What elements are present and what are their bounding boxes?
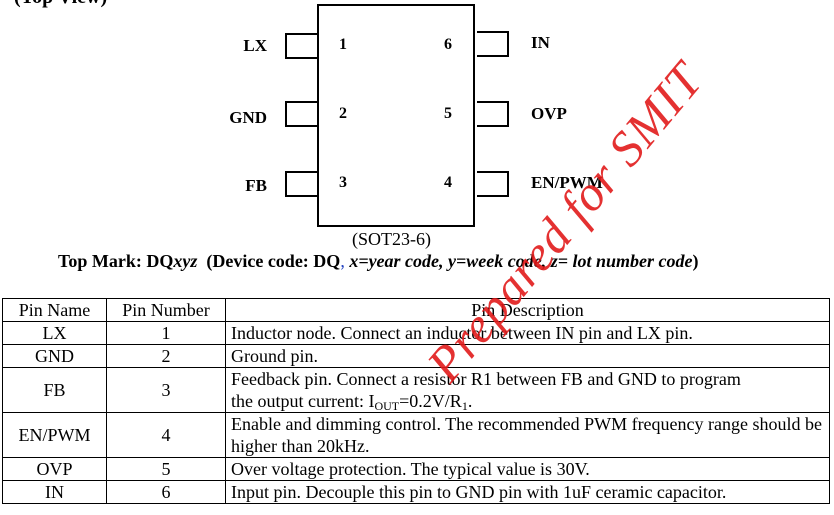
cell-pin-name: LX [2,321,107,345]
table-row: IN 6 Input pin. Decouple this pin to GND… [2,480,830,504]
cell-pin-number: 4 [106,412,226,458]
pin-5-number: 5 [444,105,452,122]
fb-desc-line1: Feedback pin. Connect a resistor R1 betw… [231,369,741,389]
pin-6-number: 6 [444,36,452,53]
cell-pin-name: EN/PWM [2,412,107,458]
fb-desc-formula: =0.2V/R [399,391,462,411]
section-heading-fragment: (Top View) [14,0,107,9]
device-code-legend: x=year code, y=week code, z= lot number … [349,251,693,271]
package-label: (SOT23-6) [352,229,431,249]
pin-2-name: GND [229,108,267,127]
header-pin-name: Pin Name [2,298,107,322]
pin-2-number: 2 [339,105,347,122]
table-row: FB 3 Feedback pin. Connect a resistor R1… [2,367,830,413]
header-pin-description: Pin Description [225,298,830,322]
pin-2-lead [285,101,317,127]
pin-5-lead [477,101,509,127]
cell-pin-number: 1 [106,321,226,345]
device-code-suffix: ) [692,251,699,271]
chip-body [317,4,475,227]
top-mark-code: xyz [173,251,198,271]
cell-pin-number: 5 [106,457,226,481]
cell-pin-name: FB [2,367,107,413]
cell-pin-number: 2 [106,344,226,368]
pin-4-lead [477,171,509,197]
pin-3-number: 3 [339,174,347,191]
table-header-row: Pin Name Pin Number Pin Description [2,298,830,322]
cell-pin-description: Input pin. Decouple this pin to GND pin … [225,480,830,504]
fb-desc-period: . [467,391,473,411]
cell-pin-description: Feedback pin. Connect a resistor R1 betw… [225,367,830,413]
cell-pin-name: OVP [2,457,107,481]
cell-pin-name: IN [2,480,107,504]
fb-desc-sub-out: OUT [374,399,400,413]
fb-desc-line2: the output current: I [231,391,375,411]
top-mark-label: Top Mark: DQ [58,251,174,271]
pin-description-table: Pin Name Pin Number Pin Description LX 1… [2,298,830,504]
device-code-comma: , [340,251,345,271]
pin-5-name: OVP [531,104,567,123]
cell-pin-description: Inductor node. Connect an inductor betwe… [225,321,830,345]
cell-pin-description: Ground pin. [225,344,830,368]
cell-pin-number: 3 [106,367,226,413]
device-code-prefix: (Device code: DQ [206,251,341,271]
pin-1-name: LX [243,36,267,55]
pin-1-number: 1 [339,36,347,53]
pin-4-number: 4 [444,174,452,191]
table-row: EN/PWM 4 Enable and dimming control. The… [2,412,830,458]
top-mark-line: Top Mark: DQxyz (Device code: DQ, x=year… [58,251,699,272]
table-row: GND 2 Ground pin. [2,344,830,368]
pin-3-lead [285,171,317,197]
pin-6-lead [477,31,509,57]
fb-desc-sub-r1: 1 [461,399,468,413]
cell-pin-description: Over voltage protection. The typical val… [225,457,830,481]
cell-pin-description: Enable and dimming control. The recommen… [225,412,830,458]
table-row: LX 1 Inductor node. Connect an inductor … [2,321,830,345]
table-row: OVP 5 Over voltage protection. The typic… [2,457,830,481]
header-pin-number: Pin Number [106,298,226,322]
pin-4-name: EN/PWM [531,173,603,192]
pin-1-lead [285,33,317,59]
pin-3-name: FB [245,176,267,195]
cell-pin-name: GND [2,344,107,368]
cell-pin-number: 6 [106,480,226,504]
pin-6-name: IN [531,33,550,52]
